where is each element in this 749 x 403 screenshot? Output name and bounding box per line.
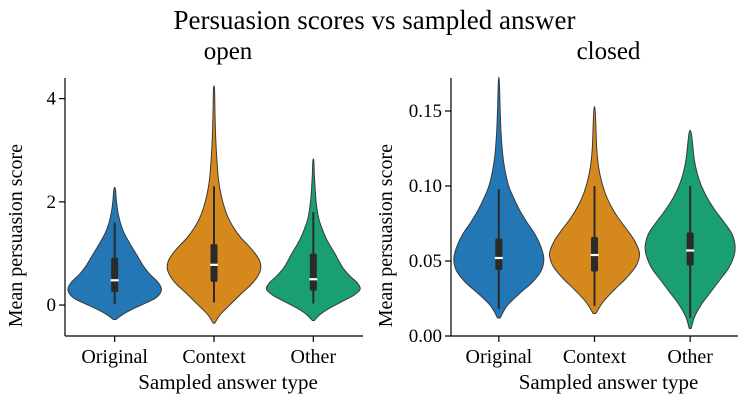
plot-column-closed: closed 0.00 0.05 0.10 0.15 Original Context Ot… xyxy=(399,36,746,396)
iqr-box xyxy=(210,244,218,282)
iqr-box xyxy=(686,232,694,266)
violin-chart-closed: 0.00 0.05 0.10 0.15 Original Context Other xyxy=(409,76,738,368)
y-axis-label-wrap-closed: Mean persuasion score xyxy=(373,96,399,376)
y-tick-label: 4 xyxy=(47,89,57,110)
x-tick-label: Context xyxy=(182,346,246,368)
x-tick-label: Other xyxy=(667,346,713,368)
x-axis-label-closed: Sampled answer type xyxy=(518,370,699,394)
subplot-title-open: open xyxy=(203,38,253,65)
x-tick-label: Other xyxy=(291,346,337,368)
iqr-box xyxy=(309,253,317,291)
y-tick-label: 0.10 xyxy=(409,176,442,197)
figure-title: Persuasion scores vs sampled answer xyxy=(173,5,576,35)
plot-column-open: open 0 2 4 Original Context Other Sampled ans… xyxy=(29,36,371,396)
x-tick-label: Original xyxy=(81,346,148,368)
y-axis-label-wrap-open: Mean persuasion score xyxy=(3,96,29,376)
iqr-box xyxy=(111,257,119,293)
y-tick-label: 0.00 xyxy=(409,326,442,347)
x-tick-label: Original xyxy=(466,346,533,368)
violin-chart-open: 0 2 4 Original Context Other xyxy=(47,78,363,368)
subplots-row: Mean persuasion score open 0 2 4 Original Co… xyxy=(0,36,749,396)
x-tick-label: Context xyxy=(563,346,627,368)
subplot-open: Mean persuasion score open 0 2 4 Original Co… xyxy=(3,36,371,396)
x-axis-label-open: Sampled answer type xyxy=(138,370,318,394)
y-tick-label: 0.15 xyxy=(409,101,442,122)
y-axis-label-open: Mean persuasion score xyxy=(4,144,27,328)
subplot-title-closed: closed xyxy=(576,38,641,65)
subplot-closed: Mean persuasion score closed 0.00 0.05 0.1… xyxy=(373,36,746,396)
y-tick-label: 0.05 xyxy=(409,251,442,272)
iqr-box xyxy=(495,238,503,270)
y-tick-label: 2 xyxy=(47,192,57,213)
y-tick-label: 0 xyxy=(47,295,57,316)
y-axis-label-closed: Mean persuasion score xyxy=(374,144,397,328)
